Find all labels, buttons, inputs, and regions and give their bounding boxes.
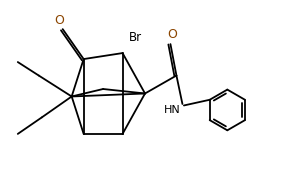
Text: Br: Br <box>129 31 142 44</box>
Text: HN: HN <box>164 106 181 116</box>
Text: O: O <box>167 28 177 41</box>
Text: O: O <box>54 14 64 27</box>
